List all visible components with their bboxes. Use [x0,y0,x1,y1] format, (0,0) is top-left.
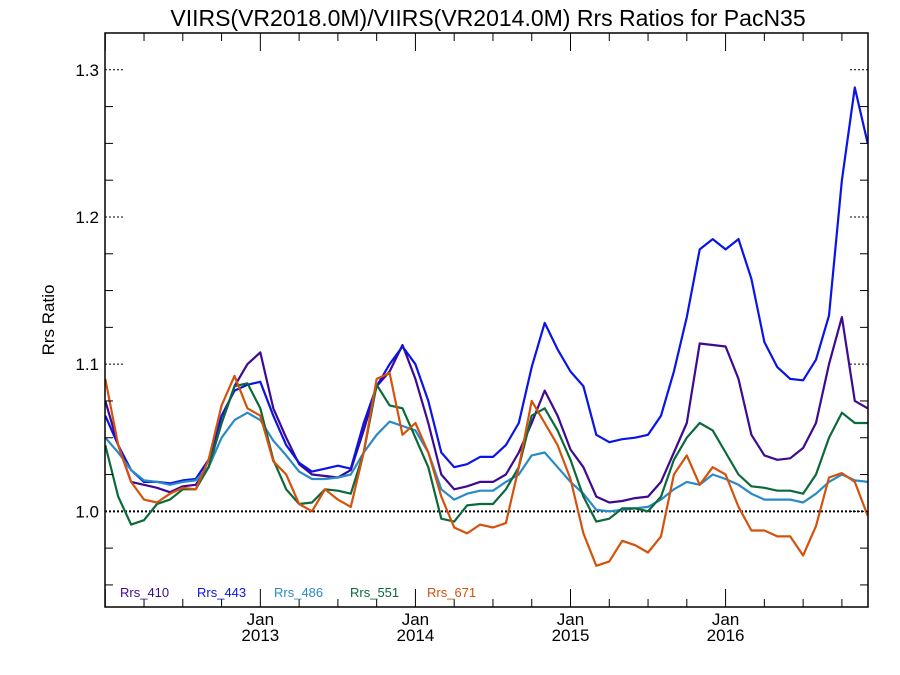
plot-frame [104,32,869,608]
y-tick-label: 1.0 [75,502,99,521]
y-tick-label: 1.1 [75,355,99,374]
legend-entry-rrs-486: Rrs_486 [274,585,323,600]
legend-entry-rrs-410: Rrs_410 [120,585,169,600]
series-line-rrs-486 [105,411,868,513]
x-tick-label-year: 2016 [707,626,745,645]
series-line-rrs-551 [105,382,868,526]
chart-title: VIIRS(VR2018.0M)/VIIRS(VR2014.0M) Rrs Ra… [170,5,805,31]
x-tick-label-year: 2013 [241,626,279,645]
x-tick-label-month: Jan [402,610,429,629]
x-tick-label-month: Jan [712,610,739,629]
x-tick-label-month: Jan [247,610,274,629]
x-tick-label-year: 2015 [552,626,590,645]
series-layer [105,86,868,567]
y-tick-label: 1.2 [75,208,99,227]
y-tick-label: 1.3 [75,61,99,80]
series-line-rrs-443 [105,86,868,485]
x-tick-label-month: Jan [557,610,584,629]
x-tick-label-year: 2014 [397,626,435,645]
legend: Rrs_410 Rrs_443 Rrs_486 Rrs_551 Rrs_671 [120,585,476,600]
legend-entry-rrs-443: Rrs_443 [197,585,246,600]
y-axis-label: Rrs Ratio [39,285,58,356]
series-line-rrs-671 [105,371,868,567]
legend-entry-rrs-671: Rrs_671 [427,585,476,600]
legend-entry-rrs-551: Rrs_551 [350,585,399,600]
